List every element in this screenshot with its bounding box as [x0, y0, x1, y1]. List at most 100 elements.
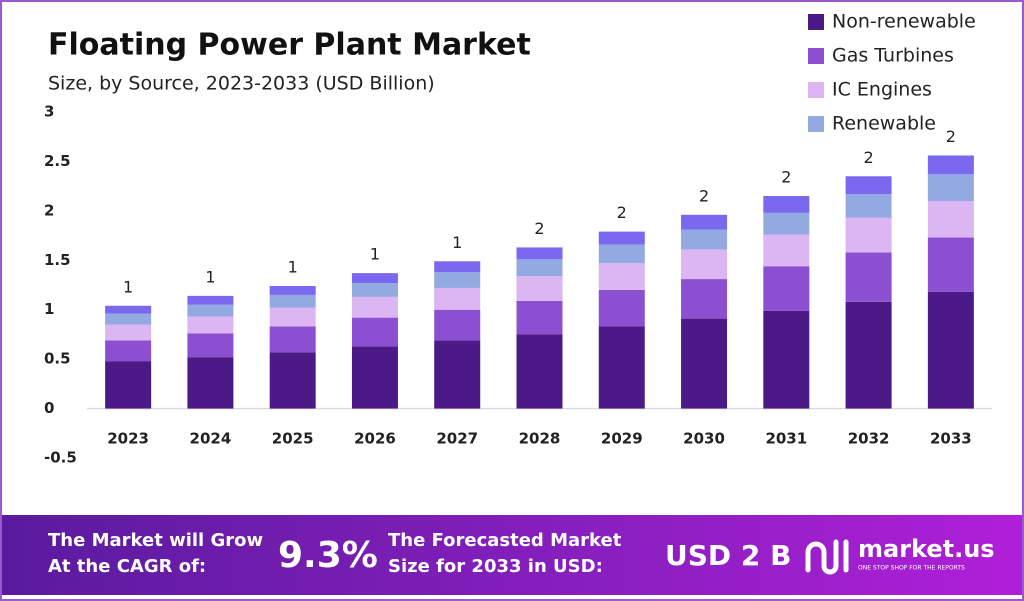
legend-swatch [808, 116, 824, 132]
y-tick-label: 1.5 [44, 251, 71, 269]
bar-segment [598, 289, 645, 327]
legend-label: Non-renewable [832, 11, 976, 33]
bar-segment [763, 212, 810, 235]
bar-segment [187, 357, 234, 409]
bar-segment [187, 316, 234, 334]
y-tick-label: 2.5 [44, 152, 71, 170]
bar-segment [105, 305, 152, 314]
bar-segment [927, 174, 974, 201]
y-tick-label: 3 [44, 103, 54, 121]
legend-swatch [808, 48, 824, 64]
total-label: 1 [205, 267, 215, 286]
bar-segment [351, 283, 398, 297]
bar-segment [269, 285, 316, 295]
bar-segment [269, 307, 316, 327]
bar-segment [105, 313, 152, 325]
brand-tagline: ONE STOP SHOP FOR THE REPORTS [858, 565, 965, 572]
x-tick-label: 2033 [930, 430, 972, 448]
bar-segment [516, 247, 563, 260]
bar-segment [434, 309, 481, 341]
x-tick-label: 2023 [107, 430, 149, 448]
bar-segment [434, 261, 481, 273]
legend-label: IC Engines [832, 79, 932, 101]
bar-segment [845, 194, 892, 218]
bar-segment [269, 326, 316, 353]
bar-segment [927, 291, 974, 409]
bar-segment [105, 361, 152, 409]
bar-segment [763, 266, 810, 311]
y-tick-label: 0.5 [44, 350, 71, 368]
total-label: 2 [946, 127, 956, 146]
footer-text: The Market will Grow [48, 530, 263, 551]
x-tick-label: 2026 [354, 430, 396, 448]
bar-segment [516, 276, 563, 301]
bar-segment [681, 229, 728, 250]
y-tick-label: 1 [44, 300, 54, 318]
x-tick-label: 2027 [436, 430, 478, 448]
bar-segment [105, 324, 152, 341]
x-tick-label: 2029 [601, 430, 643, 448]
cagr-value: 9.3% [278, 535, 378, 576]
y-tick-label: 2 [44, 201, 54, 219]
total-label: 2 [617, 203, 627, 222]
chart-title: Floating Power Plant Market [48, 28, 531, 63]
bar-segment [681, 318, 728, 409]
bar-segment [269, 294, 316, 308]
bar-segment [434, 340, 481, 409]
bar-segment [681, 214, 728, 230]
bar-segment [187, 295, 234, 305]
bar-segment [351, 346, 398, 409]
y-tick-label: -0.5 [44, 449, 77, 467]
bar-segment [598, 244, 645, 264]
bar-segment [927, 237, 974, 292]
bar-segment [763, 196, 810, 213]
x-tick-label: 2028 [519, 430, 561, 448]
footer-text: Size for 2033 in USD: [388, 556, 603, 577]
total-label: 2 [534, 219, 544, 238]
legend-swatch [808, 14, 824, 30]
total-label: 1 [288, 257, 298, 276]
bar-segment [598, 231, 645, 245]
bar-segment [598, 263, 645, 290]
bar-segment [516, 300, 563, 335]
bar-segment [351, 273, 398, 284]
bar-segment [516, 334, 563, 409]
bar-segment [927, 200, 974, 238]
bar-segment [269, 352, 316, 409]
x-tick-label: 2030 [683, 430, 725, 448]
bar-segment [845, 252, 892, 302]
bar-segment [351, 317, 398, 347]
total-label: 1 [123, 277, 133, 296]
plot: -0.5 0 0.5 1 1.5 2 2.5 3 1 2023 1 2024 1 2025 1 2026 1 20… [44, 103, 992, 467]
x-tick-label: 2032 [848, 430, 890, 448]
bar-segment [351, 296, 398, 318]
bar-segment [681, 249, 728, 280]
chart-subtitle: Size, by Source, 2023-2033 (USD Billion) [48, 73, 435, 95]
brand-name: market.us [858, 535, 995, 563]
bar-segment [187, 304, 234, 317]
bar-segment [187, 333, 234, 358]
bar-segment [681, 279, 728, 319]
legend-label: Renewable [832, 113, 936, 135]
forecast-value: USD 2 B [665, 539, 791, 572]
total-label: 2 [781, 168, 791, 187]
bar-segment [763, 234, 810, 267]
total-label: 2 [863, 148, 873, 167]
bar-segment [434, 287, 481, 310]
bar-segment [845, 176, 892, 195]
y-tick-label: 0 [44, 399, 54, 417]
footer-text: The Forecasted Market [388, 530, 622, 551]
bar-segment [845, 301, 892, 409]
footer-banner [2, 515, 1022, 595]
total-label: 1 [370, 245, 380, 264]
bar-segment [105, 340, 152, 362]
footer-text: At the CAGR of: [48, 556, 206, 577]
bar-segment [598, 326, 645, 409]
x-tick-label: 2025 [272, 430, 314, 448]
x-tick-label: 2024 [190, 430, 232, 448]
legend-swatch [808, 82, 824, 98]
bar-segment [927, 155, 974, 175]
total-label: 2 [699, 186, 709, 205]
x-tick-label: 2031 [765, 430, 807, 448]
